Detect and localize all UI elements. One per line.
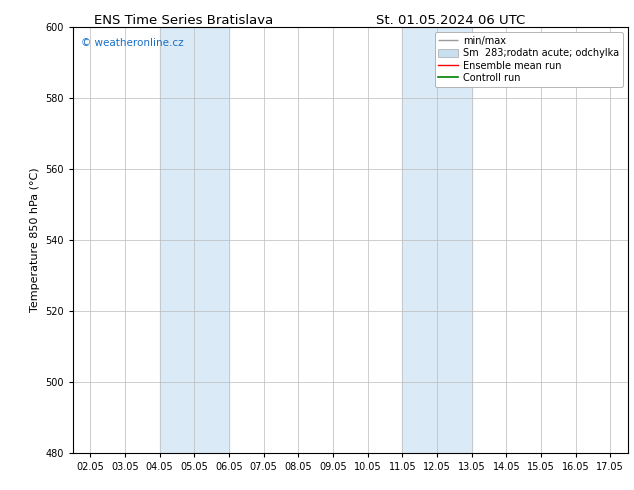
Legend: min/max, Sm  283;rodatn acute; odchylka, Ensemble mean run, Controll run: min/max, Sm 283;rodatn acute; odchylka, … <box>434 32 623 87</box>
Text: ENS Time Series Bratislava: ENS Time Series Bratislava <box>94 14 273 27</box>
Bar <box>403 27 472 453</box>
Bar <box>160 27 229 453</box>
Text: © weatheronline.cz: © weatheronline.cz <box>81 38 184 48</box>
Y-axis label: Temperature 850 hPa (°C): Temperature 850 hPa (°C) <box>30 168 40 313</box>
Text: St. 01.05.2024 06 UTC: St. 01.05.2024 06 UTC <box>375 14 525 27</box>
